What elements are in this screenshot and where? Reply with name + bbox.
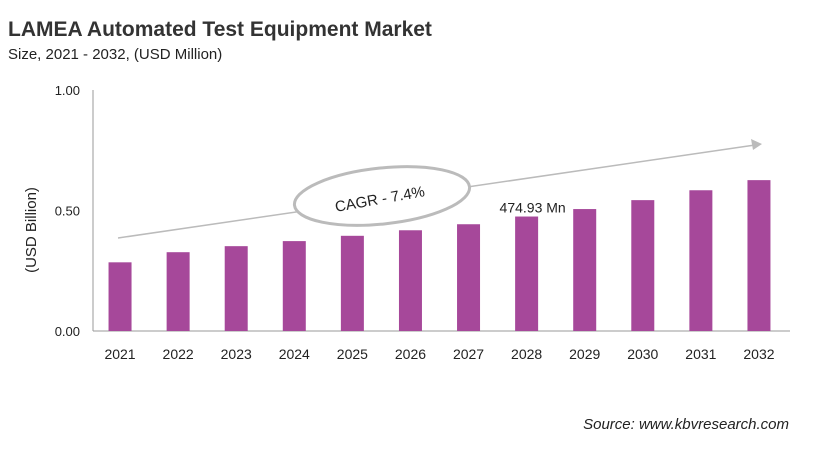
y-axis-label: (USD Billion) <box>23 187 40 273</box>
y-tick-label: 0.50 <box>55 204 80 219</box>
trend-arrowhead-icon <box>751 139 762 150</box>
x-tick-label: 2021 <box>104 346 135 362</box>
bar-2027 <box>457 224 481 331</box>
bar-2030 <box>631 200 655 331</box>
x-tick-label: 2030 <box>627 346 658 362</box>
x-tick-label: 2026 <box>395 346 426 362</box>
x-tick-label: 2027 <box>453 346 484 362</box>
bar-2025 <box>340 235 364 331</box>
x-tick-label: 2023 <box>221 346 252 362</box>
bar-2024 <box>282 241 306 331</box>
data-label-2028: 474.93 Mn <box>500 200 566 216</box>
x-tick-label: 2025 <box>337 346 368 362</box>
x-tick-label: 2028 <box>511 346 542 362</box>
x-tick-label: 2024 <box>279 346 310 362</box>
bar-2031 <box>689 190 713 331</box>
x-tick-label: 2022 <box>163 346 194 362</box>
y-tick-label: 1.00 <box>55 83 80 98</box>
y-tick-label: 0.00 <box>55 324 80 339</box>
bar-2028 <box>515 216 539 331</box>
bar-2032 <box>747 180 771 331</box>
chart-title: LAMEA Automated Test Equipment Market <box>8 18 432 41</box>
bar-2023 <box>224 246 248 331</box>
bar-2029 <box>573 209 597 331</box>
source-note: Source: www.kbvresearch.com <box>583 416 789 433</box>
x-tick-label: 2031 <box>685 346 716 362</box>
bar-2026 <box>398 230 422 331</box>
bar-2021 <box>108 262 132 331</box>
cagr-ellipse <box>292 165 472 227</box>
chart-subtitle: Size, 2021 - 2032, (USD Million) <box>8 46 223 63</box>
bar-2022 <box>166 252 190 331</box>
x-tick-label: 2029 <box>569 346 600 362</box>
x-tick-label: 2032 <box>743 346 774 362</box>
